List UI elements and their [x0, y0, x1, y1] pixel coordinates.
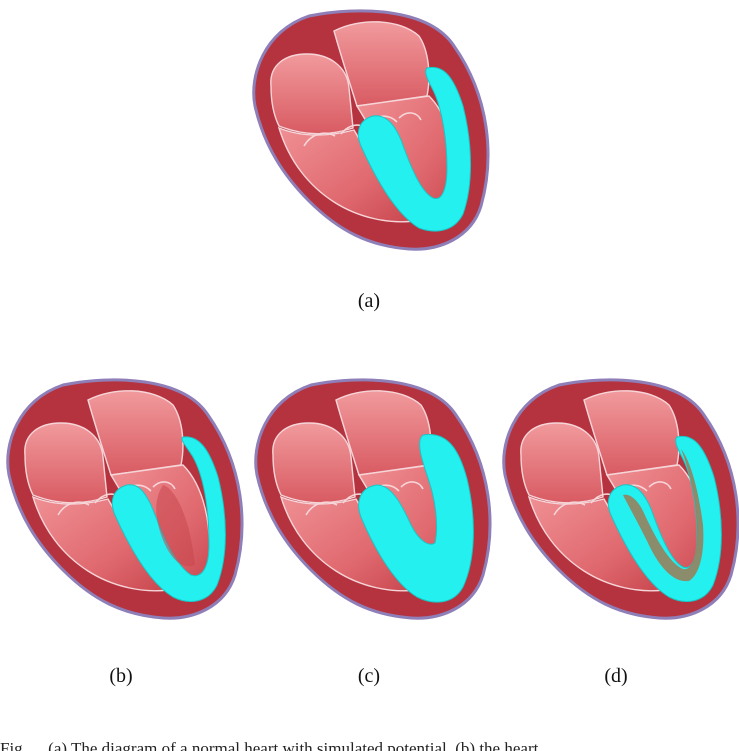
heart-diagram-d	[499, 375, 739, 623]
caption-d: (d)	[604, 665, 628, 687]
caption-b: (b)	[109, 665, 133, 687]
caption-c: (c)	[357, 665, 381, 687]
olive-band-d	[623, 449, 704, 582]
potential-highlight-b	[111, 436, 226, 602]
heart-diagram-b	[3, 375, 249, 623]
caption-a: (a)	[357, 290, 381, 312]
potential-highlight-c	[358, 433, 474, 603]
heart-diagram-c	[251, 375, 497, 623]
potential-highlight-a	[357, 66, 471, 232]
heart-diagram-a	[249, 6, 495, 254]
figure-caption-text: Fig. ... (a) The diagram of a normal hea…	[0, 739, 552, 751]
